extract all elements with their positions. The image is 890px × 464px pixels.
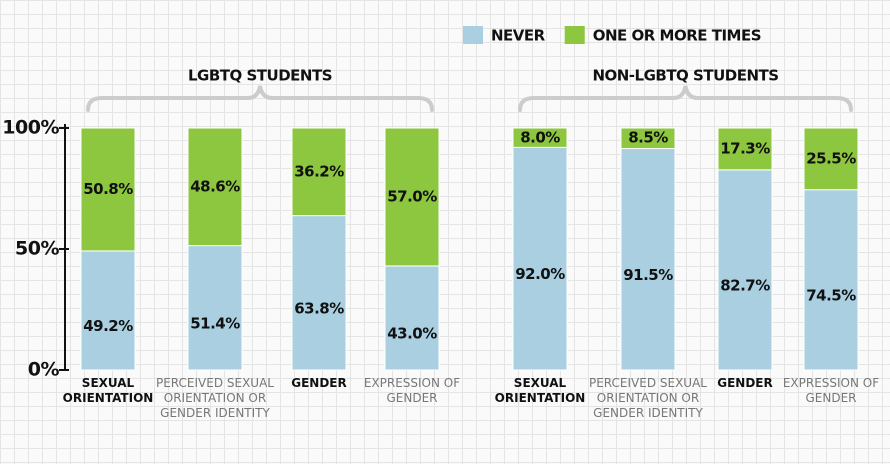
y-tick-label: 0% <box>28 359 60 381</box>
bar-segment <box>717 169 773 371</box>
bar-segment <box>803 189 859 371</box>
bar-segment <box>291 215 347 371</box>
bar-segment <box>384 265 440 371</box>
bar-segment <box>512 146 568 371</box>
value-label: 8.5% <box>628 129 668 147</box>
value-label: 82.7% <box>720 276 770 294</box>
x-tick-label: EXPRESSION OF GENDER <box>363 376 461 405</box>
value-label: 25.5% <box>806 149 856 167</box>
bar-segment <box>717 127 773 171</box>
bar-segment <box>384 127 440 267</box>
bar-segment <box>80 127 136 252</box>
value-label: 74.5% <box>806 286 856 304</box>
value-label: 36.2% <box>294 162 344 180</box>
value-label: 51.4% <box>190 314 240 332</box>
x-tick-label: GENDER <box>717 376 773 390</box>
group-brace <box>86 85 434 112</box>
legend-swatch <box>463 26 483 44</box>
x-tick-label: SEXUAL ORIENTATION <box>62 376 154 405</box>
value-label: 50.8% <box>83 180 133 198</box>
value-label: 8.0% <box>520 129 560 147</box>
value-label: 43.0% <box>387 324 437 342</box>
legend-swatch <box>564 26 585 44</box>
x-tick-label: PERCEIVED SEXUAL ORIENTATION OR GENDER I… <box>588 376 707 420</box>
group-label: LGBTQ STUDENTS <box>188 67 332 85</box>
x-tick-label: PERCEIVED SEXUAL ORIENTATION OR GENDER I… <box>155 376 274 420</box>
bar-segment <box>512 127 568 148</box>
value-label: 63.8% <box>294 299 344 317</box>
bar-segment <box>620 127 676 150</box>
value-label: 49.2% <box>83 317 133 335</box>
bar-segment <box>291 127 347 217</box>
value-label: 92.0% <box>515 265 565 283</box>
bar-segment <box>80 250 136 371</box>
legend-label: ONE OR MORE TIMES <box>593 27 761 45</box>
value-label: 48.6% <box>190 177 240 195</box>
legend-label: NEVER <box>491 27 546 45</box>
group-label: NON-LGBTQ STUDENTS <box>592 67 778 85</box>
bar-segment <box>803 127 859 191</box>
bar-segment <box>620 148 676 371</box>
y-tick-label: 50% <box>15 238 59 260</box>
x-tick-label: EXPRESSION OF GENDER <box>782 376 880 405</box>
value-label: 57.0% <box>387 187 437 205</box>
value-label: 91.5% <box>623 266 673 284</box>
group-brace <box>518 85 853 112</box>
y-tick-label: 100% <box>2 117 59 139</box>
value-label: 17.3% <box>720 139 770 157</box>
bar-segment <box>187 245 243 371</box>
bar-segment <box>187 127 243 247</box>
x-tick-label: SEXUAL ORIENTATION <box>494 376 586 405</box>
x-tick-label: GENDER <box>291 376 347 390</box>
